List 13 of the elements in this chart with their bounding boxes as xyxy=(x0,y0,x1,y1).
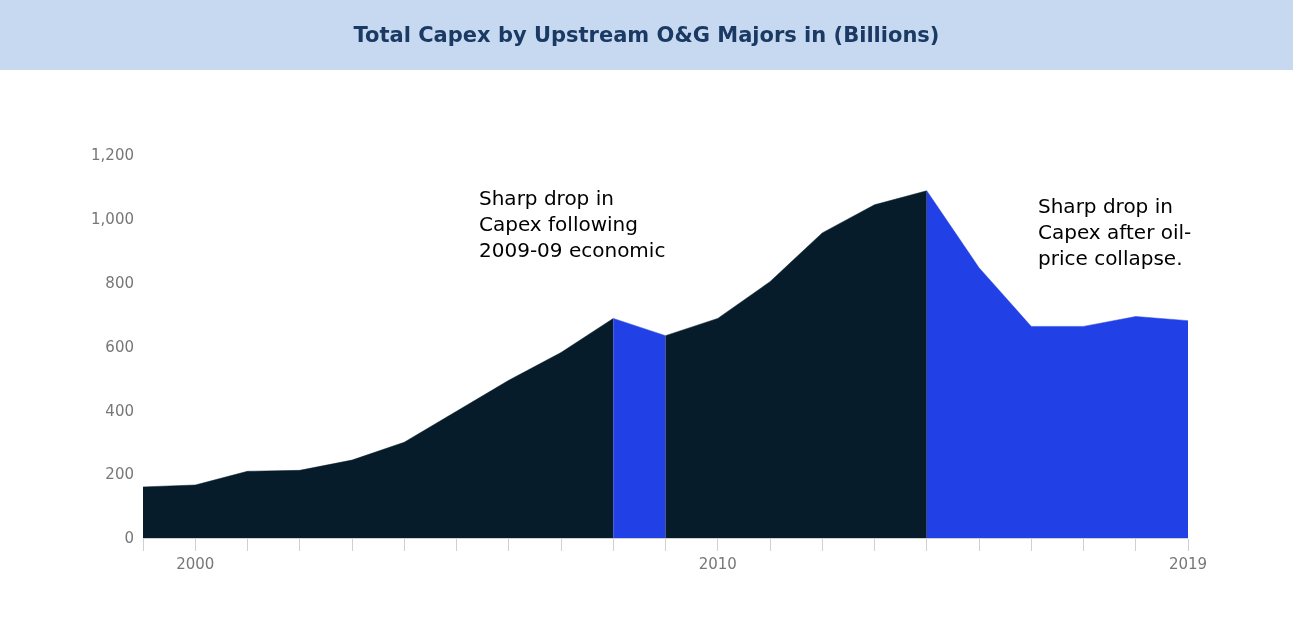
annotation: Sharp drop in Capex following 2009-09 economic xyxy=(479,186,666,262)
y-tick-label: 400 xyxy=(105,401,134,420)
chart-title: Total Capex by Upstream O&G Majors in (Billions) xyxy=(0,0,1293,70)
y-tick-label: 200 xyxy=(105,465,134,484)
y-tick-label: 1,200 xyxy=(91,146,134,165)
annotation: Sharp drop in Capex after oil-price collapse. xyxy=(1038,194,1192,270)
y-tick-label: 800 xyxy=(105,273,134,292)
y-tick-label: 600 xyxy=(105,337,134,356)
x-tick-label: 2010 xyxy=(698,555,737,573)
x-tick-label: 2019 xyxy=(1168,555,1208,573)
y-tick-label: 1,000 xyxy=(91,210,134,229)
x-tick-label: 2000 xyxy=(176,555,215,573)
y-tick-label: 0 xyxy=(124,529,134,548)
